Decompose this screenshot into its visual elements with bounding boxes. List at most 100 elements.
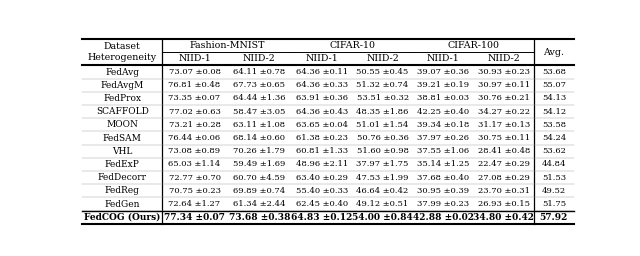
Text: 59.49 ±1.69: 59.49 ±1.69 bbox=[233, 161, 285, 168]
Text: NIID-2: NIID-2 bbox=[488, 54, 520, 63]
Text: 63.65 ±0.04: 63.65 ±0.04 bbox=[296, 121, 348, 129]
Text: 58.47 ±3.05: 58.47 ±3.05 bbox=[233, 108, 285, 116]
Text: MOON: MOON bbox=[106, 120, 138, 129]
Text: VHL: VHL bbox=[112, 147, 132, 156]
Text: 73.68 ±0.38: 73.68 ±0.38 bbox=[228, 213, 290, 222]
Text: 26.93 ±0.15: 26.93 ±0.15 bbox=[478, 200, 530, 208]
Text: FedAvg: FedAvg bbox=[106, 68, 140, 77]
Text: 57.92: 57.92 bbox=[540, 213, 568, 222]
Text: 54.24: 54.24 bbox=[541, 134, 566, 142]
Text: 63.91 ±0.36: 63.91 ±0.36 bbox=[296, 94, 348, 102]
Text: NIID-2: NIID-2 bbox=[366, 54, 399, 63]
Text: 64.36 ±0.11: 64.36 ±0.11 bbox=[296, 68, 348, 76]
Text: 34.80 ±0.42: 34.80 ±0.42 bbox=[474, 213, 534, 222]
Text: 30.95 ±0.39: 30.95 ±0.39 bbox=[417, 187, 469, 195]
Text: 35.14 ±1.25: 35.14 ±1.25 bbox=[417, 161, 469, 168]
Text: 34.27 ±0.22: 34.27 ±0.22 bbox=[478, 108, 530, 116]
Text: Fashion-MNIST: Fashion-MNIST bbox=[189, 41, 265, 50]
Text: SCAFFOLD: SCAFFOLD bbox=[96, 107, 148, 116]
Text: 38.81 ±0.03: 38.81 ±0.03 bbox=[417, 94, 469, 102]
Text: NIID-1: NIID-1 bbox=[305, 54, 339, 63]
Text: 37.55 ±1.06: 37.55 ±1.06 bbox=[417, 147, 469, 155]
Text: NIID-2: NIID-2 bbox=[243, 54, 276, 63]
Text: 46.64 ±0.42: 46.64 ±0.42 bbox=[356, 187, 409, 195]
Text: 72.77 ±0.70: 72.77 ±0.70 bbox=[168, 174, 221, 182]
Text: 51.75: 51.75 bbox=[542, 200, 566, 208]
Text: 54.13: 54.13 bbox=[541, 94, 566, 102]
Text: 64.83 ±0.12: 64.83 ±0.12 bbox=[291, 213, 353, 222]
Text: 37.97 ±1.75: 37.97 ±1.75 bbox=[356, 161, 409, 168]
Text: CIFAR-100: CIFAR-100 bbox=[447, 41, 500, 50]
Text: 64.36 ±0.43: 64.36 ±0.43 bbox=[296, 108, 348, 116]
Text: 51.53: 51.53 bbox=[542, 174, 566, 182]
Text: 51.01 ±1.54: 51.01 ±1.54 bbox=[356, 121, 409, 129]
Text: 47.53 ±1.99: 47.53 ±1.99 bbox=[356, 174, 409, 182]
Text: FedReg: FedReg bbox=[105, 186, 140, 195]
Text: 55.07: 55.07 bbox=[542, 81, 566, 89]
Text: FedProx: FedProx bbox=[103, 94, 141, 103]
Text: 44.84: 44.84 bbox=[541, 161, 566, 168]
Text: FedExP: FedExP bbox=[105, 160, 140, 169]
Text: 49.52: 49.52 bbox=[542, 187, 566, 195]
Text: 73.35 ±0.07: 73.35 ±0.07 bbox=[168, 94, 221, 102]
Text: 76.81 ±0.48: 76.81 ±0.48 bbox=[168, 81, 221, 89]
Text: 39.07 ±0.36: 39.07 ±0.36 bbox=[417, 68, 469, 76]
Text: 48.35 ±1.86: 48.35 ±1.86 bbox=[356, 108, 409, 116]
Text: 51.60 ±0.98: 51.60 ±0.98 bbox=[356, 147, 408, 155]
Text: 53.68: 53.68 bbox=[542, 68, 566, 76]
Text: 53.62: 53.62 bbox=[542, 147, 566, 155]
Text: 42.25 ±0.40: 42.25 ±0.40 bbox=[417, 108, 469, 116]
Text: 60.81 ±1.33: 60.81 ±1.33 bbox=[296, 147, 348, 155]
Text: 77.02 ±0.63: 77.02 ±0.63 bbox=[168, 108, 221, 116]
Text: 63.40 ±0.29: 63.40 ±0.29 bbox=[296, 174, 348, 182]
Text: 54.00 ±0.84: 54.00 ±0.84 bbox=[352, 213, 413, 222]
Text: 70.26 ±1.79: 70.26 ±1.79 bbox=[233, 147, 285, 155]
Text: 37.97 ±0.26: 37.97 ±0.26 bbox=[417, 134, 469, 142]
Text: 62.45 ±0.40: 62.45 ±0.40 bbox=[296, 200, 348, 208]
Text: NIID-1: NIID-1 bbox=[427, 54, 460, 63]
Text: 55.40 ±0.33: 55.40 ±0.33 bbox=[296, 187, 348, 195]
Text: 64.11 ±0.78: 64.11 ±0.78 bbox=[233, 68, 285, 76]
Text: 23.70 ±0.31: 23.70 ±0.31 bbox=[478, 187, 530, 195]
Text: CIFAR-10: CIFAR-10 bbox=[329, 41, 375, 50]
Text: 39.21 ±0.19: 39.21 ±0.19 bbox=[417, 81, 469, 89]
Text: FedGen: FedGen bbox=[104, 200, 140, 209]
Text: 28.41 ±0.48: 28.41 ±0.48 bbox=[477, 147, 530, 155]
Text: Dataset
Heterogeneity: Dataset Heterogeneity bbox=[88, 42, 157, 62]
Text: 49.12 ±0.51: 49.12 ±0.51 bbox=[356, 200, 409, 208]
Text: 67.73 ±0.65: 67.73 ±0.65 bbox=[233, 81, 285, 89]
Text: 63.11 ±1.08: 63.11 ±1.08 bbox=[233, 121, 285, 129]
Text: 61.34 ±2.44: 61.34 ±2.44 bbox=[233, 200, 285, 208]
Text: 30.97 ±0.11: 30.97 ±0.11 bbox=[478, 81, 530, 89]
Text: 68.14 ±0.60: 68.14 ±0.60 bbox=[233, 134, 285, 142]
Text: 73.21 ±0.28: 73.21 ±0.28 bbox=[168, 121, 221, 129]
Text: FedAvgM: FedAvgM bbox=[100, 81, 144, 90]
Text: 61.38 ±0.23: 61.38 ±0.23 bbox=[296, 134, 348, 142]
Text: 30.76 ±0.21: 30.76 ±0.21 bbox=[478, 94, 530, 102]
Text: FedDecorr: FedDecorr bbox=[98, 173, 147, 182]
Text: 72.64 ±1.27: 72.64 ±1.27 bbox=[168, 200, 221, 208]
Text: 30.75 ±0.11: 30.75 ±0.11 bbox=[478, 134, 530, 142]
Text: FedCOG (Ours): FedCOG (Ours) bbox=[84, 213, 161, 222]
Text: 53.58: 53.58 bbox=[542, 121, 566, 129]
Text: 70.75 ±0.23: 70.75 ±0.23 bbox=[168, 187, 221, 195]
Text: 64.44 ±1.36: 64.44 ±1.36 bbox=[233, 94, 285, 102]
Text: 42.88 ±0.02: 42.88 ±0.02 bbox=[413, 213, 474, 222]
Text: Avg.: Avg. bbox=[543, 48, 564, 57]
Text: 51.32 ±0.74: 51.32 ±0.74 bbox=[356, 81, 409, 89]
Text: 73.08 ±0.89: 73.08 ±0.89 bbox=[168, 147, 221, 155]
Text: 73.07 ±0.08: 73.07 ±0.08 bbox=[168, 68, 221, 76]
Text: 30.93 ±0.23: 30.93 ±0.23 bbox=[478, 68, 530, 76]
Text: 50.76 ±0.36: 50.76 ±0.36 bbox=[356, 134, 408, 142]
Text: 50.55 ±0.45: 50.55 ±0.45 bbox=[356, 68, 409, 76]
Text: 69.89 ±0.74: 69.89 ±0.74 bbox=[233, 187, 285, 195]
Text: FedSAM: FedSAM bbox=[103, 134, 142, 143]
Text: 77.34 ±0.07: 77.34 ±0.07 bbox=[164, 213, 225, 222]
Text: 37.68 ±0.40: 37.68 ±0.40 bbox=[417, 174, 469, 182]
Text: 48.96 ±2.11: 48.96 ±2.11 bbox=[296, 161, 348, 168]
Text: 76.44 ±0.06: 76.44 ±0.06 bbox=[168, 134, 221, 142]
Text: 64.36 ±0.33: 64.36 ±0.33 bbox=[296, 81, 348, 89]
Text: 37.99 ±0.23: 37.99 ±0.23 bbox=[417, 200, 469, 208]
Text: 39.34 ±0.18: 39.34 ±0.18 bbox=[417, 121, 469, 129]
Text: NIID-1: NIID-1 bbox=[178, 54, 211, 63]
